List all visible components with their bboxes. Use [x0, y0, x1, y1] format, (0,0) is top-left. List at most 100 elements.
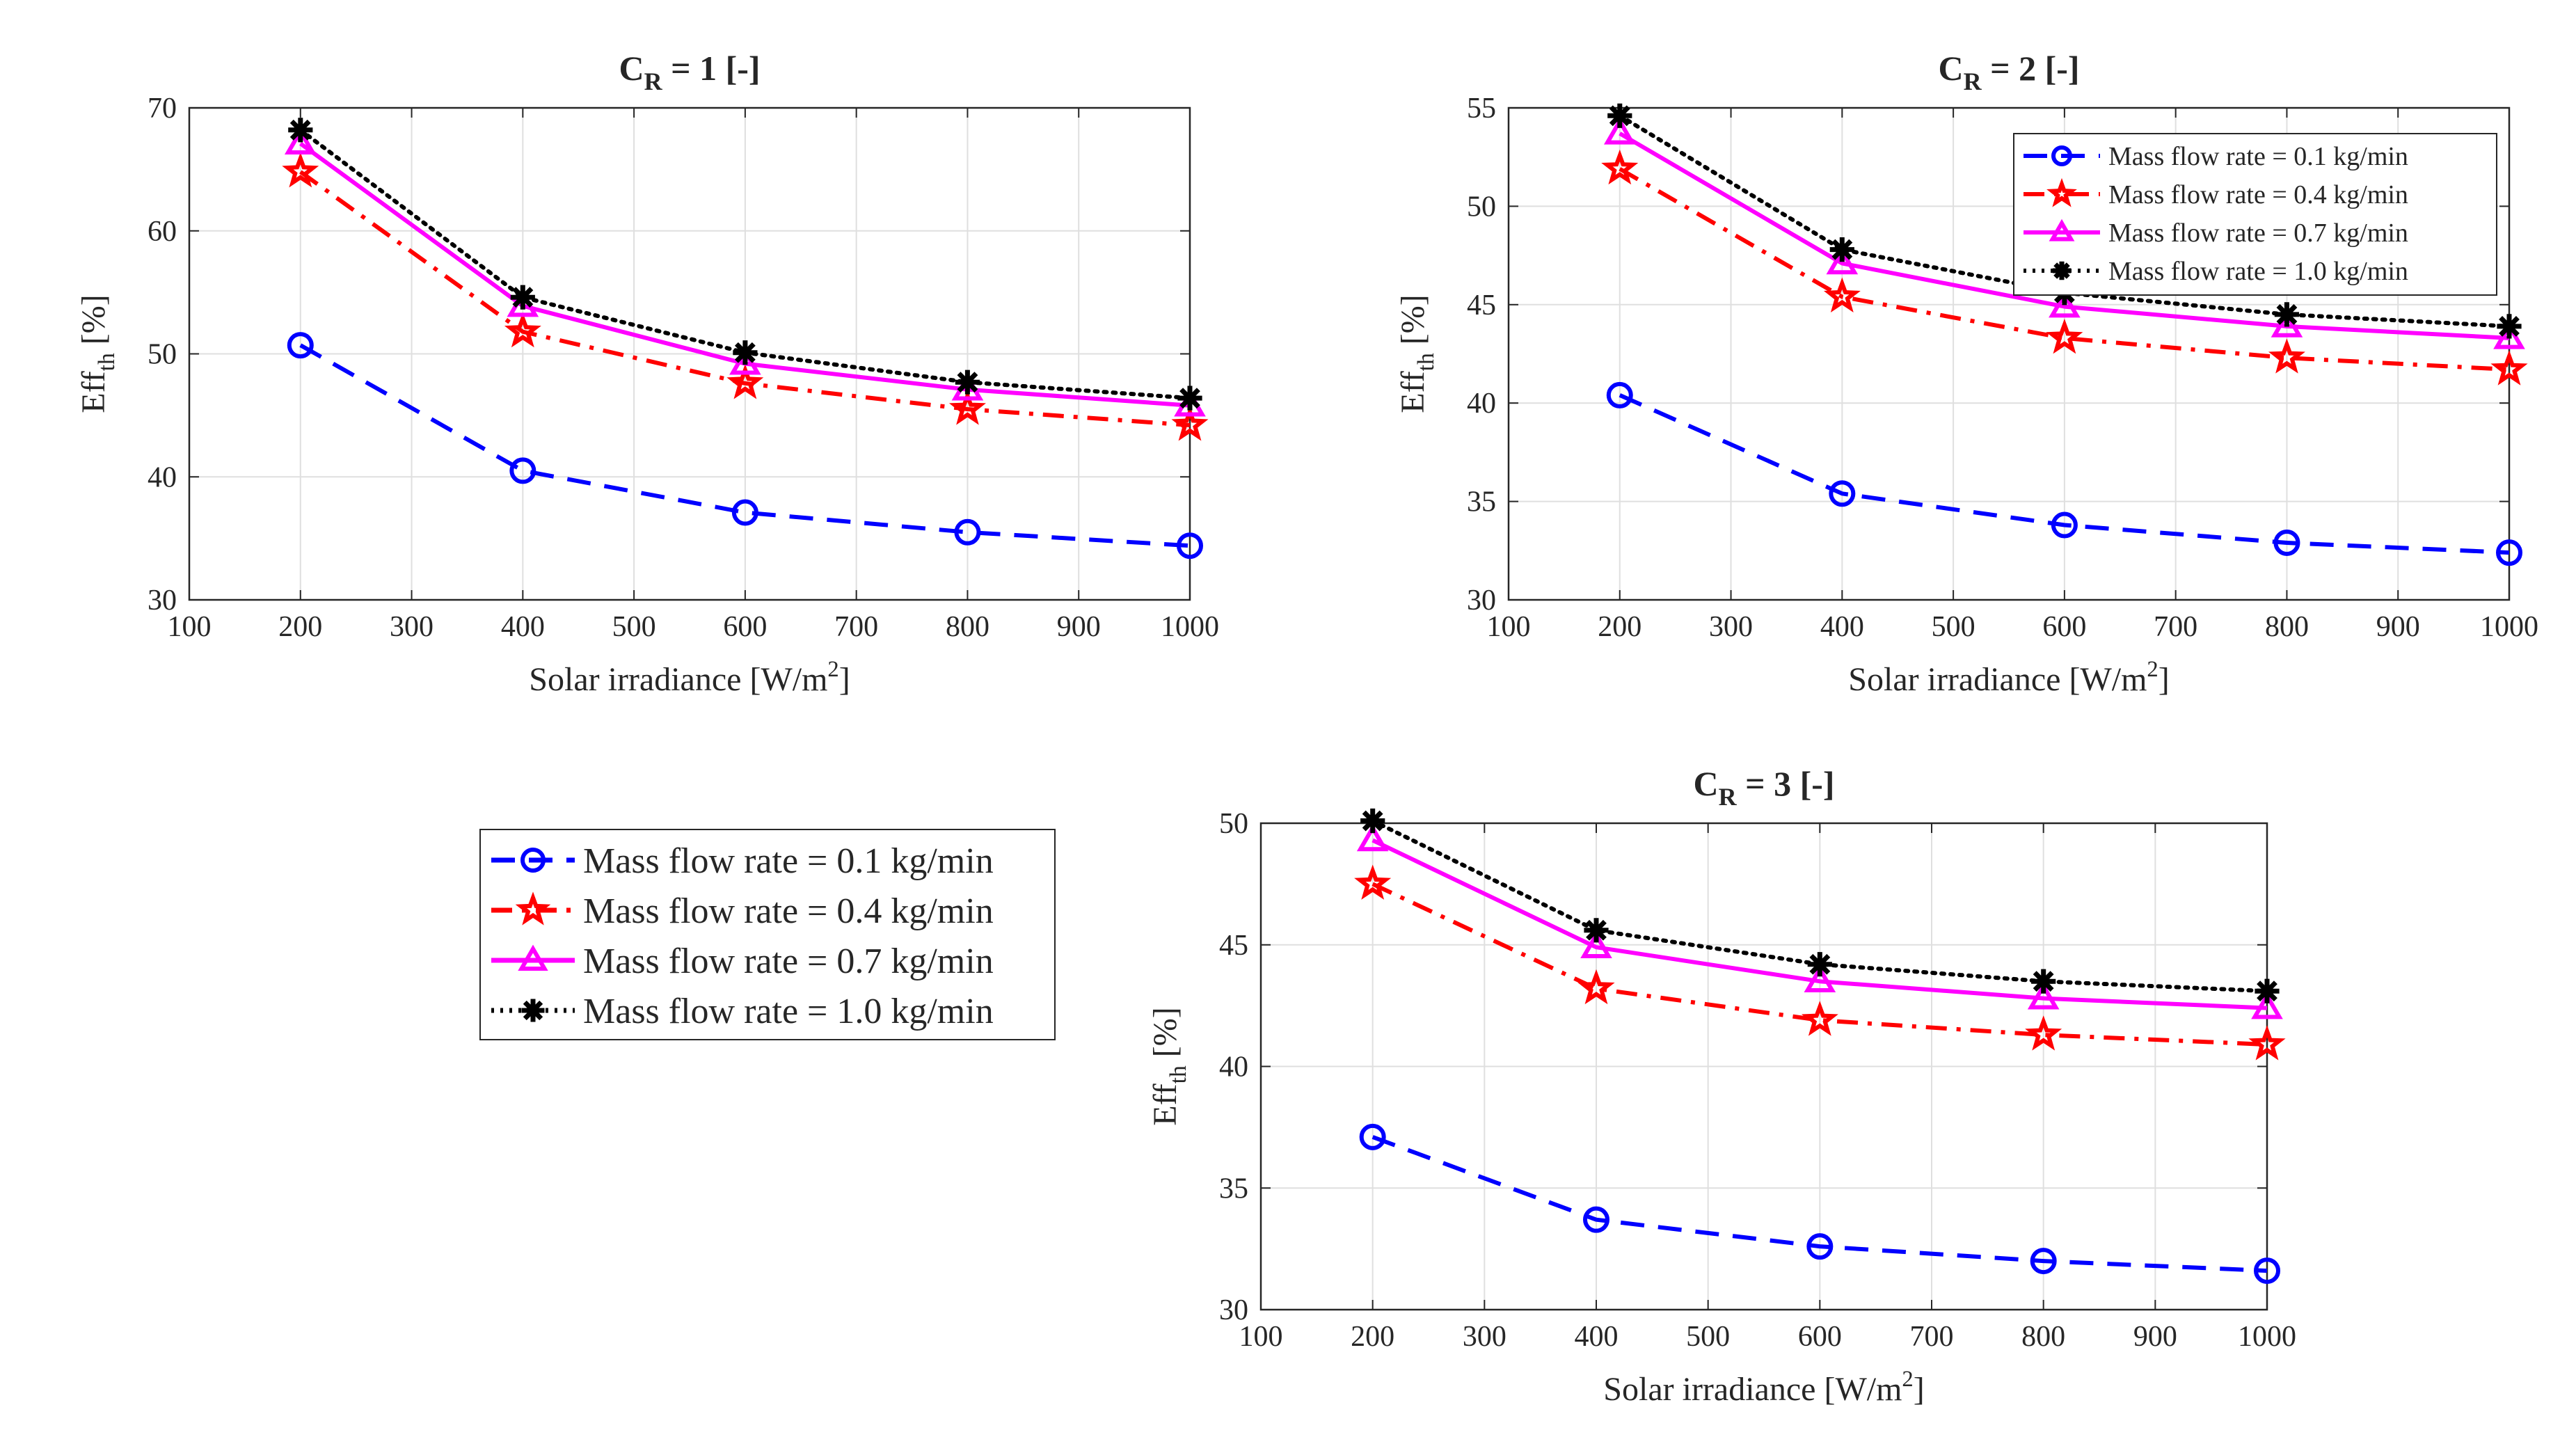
data-point: [2493, 321, 2525, 349]
x-tick-label: 500: [1686, 1321, 1730, 1353]
data-point: [509, 457, 536, 484]
data-point: [1601, 149, 1639, 185]
data-point: [1807, 952, 1832, 977]
y-tick-label: 30: [148, 585, 177, 617]
series-line: [1617, 113, 2511, 328]
data-point: [1359, 1123, 1386, 1150]
legend-label: Mass flow rate = 0.7 kg/min: [2108, 219, 2408, 248]
data-point: [1360, 808, 1385, 834]
data-point: [1829, 480, 1856, 507]
data-point: [2254, 1257, 2280, 1285]
series-line: [1372, 882, 2268, 1047]
shared-legend-label: Mass flow rate = 0.7 kg/min: [583, 942, 994, 981]
x-tick-label: 100: [1487, 611, 1531, 643]
data-point: [733, 340, 758, 365]
chart-title-part: R: [1719, 783, 1738, 811]
legend-marker: [2051, 145, 2072, 166]
data-point: [2268, 338, 2305, 374]
axes-box: [1259, 822, 2268, 1311]
y-axis-label-part: th: [1166, 1065, 1191, 1083]
data-point: [1804, 964, 1836, 992]
y-tick-label: 35: [1467, 486, 1496, 518]
y-axis-label-part: [%]: [1147, 1007, 1184, 1065]
x-tick-label: 200: [278, 611, 322, 643]
y-axis-label-part: Eff: [75, 371, 112, 413]
x-axis-label-part: Solar irradiance [W/m: [1603, 1371, 1902, 1408]
y-tick-label: 70: [148, 93, 177, 125]
shared-legend-marker: [518, 944, 548, 971]
chart-title: CR = 3 [-]: [1693, 764, 1834, 811]
series-line: [299, 343, 1191, 548]
y-tick-label: 50: [1467, 191, 1496, 223]
data-point: [2031, 969, 2056, 994]
data-point: [504, 312, 541, 348]
chart-title-part: C: [1693, 764, 1718, 803]
chart-title-part: = 1 [-]: [662, 49, 761, 88]
data-point: [954, 518, 981, 546]
chart-3: 100 200 300 400 500 600 700 800 900 1000 30 35 40 45 5…: [1147, 764, 2296, 1408]
data-point: [2274, 302, 2299, 327]
data-point: [1177, 532, 1203, 559]
x-tick-label: 600: [1798, 1321, 1842, 1353]
y-axis-label-part: [%]: [75, 294, 112, 353]
y-tick-label: 50: [1219, 808, 1248, 840]
data-point: [1823, 277, 1861, 312]
legend-label: Mass flow rate = 0.4 kg/min: [2108, 180, 2408, 209]
x-tick-label: 400: [1820, 611, 1864, 643]
data-point: [2490, 350, 2528, 386]
x-tick-label: 800: [946, 611, 989, 643]
chart-2: 100 200 300 400 500 600 700 800 900 1000 30 35 40 45 5…: [1394, 49, 2538, 698]
x-axis-label-part: 2: [827, 657, 838, 682]
y-tick-label: 45: [1467, 289, 1496, 321]
legend-label: Mass flow rate = 0.1 kg/min: [2108, 142, 2408, 171]
data-point: [2271, 310, 2303, 338]
x-tick-label: 300: [1463, 1321, 1506, 1353]
data-point: [1177, 386, 1202, 411]
x-tick-label: 400: [501, 611, 545, 643]
y-tick-label: 40: [148, 461, 177, 493]
y-axis-label-part: [%]: [1394, 294, 1431, 353]
data-point: [510, 285, 535, 310]
data-point: [948, 390, 986, 425]
chart-title-part: = 3 [-]: [1737, 764, 1835, 803]
x-axis-label: Solar irradiance [W/m2]: [529, 657, 850, 698]
x-tick-label: 200: [1598, 611, 1641, 643]
data-point: [1801, 1001, 1838, 1036]
y-tick-label: 60: [148, 216, 177, 248]
x-tick-label: 200: [1351, 1321, 1394, 1353]
y-tick-label: 40: [1219, 1051, 1248, 1083]
y-axis-label-part: th: [94, 353, 120, 371]
x-axis-label-part: Solar irradiance [W/m: [1848, 661, 2147, 698]
y-tick-label: 30: [1467, 585, 1496, 617]
chart-title-part: R: [644, 68, 663, 95]
shared-legend: Mass flow rate = 0.1 kg/min Mass flow rat…: [479, 829, 1056, 1040]
x-tick-label: 300: [1709, 611, 1753, 643]
shared-legend-label: Mass flow rate = 0.4 kg/min: [583, 891, 994, 931]
y-axis-label-part: Eff: [1147, 1083, 1184, 1125]
x-axis-label-part: Solar irradiance [W/m: [529, 661, 827, 698]
data-point: [2027, 982, 2060, 1010]
x-tick-label: 100: [168, 611, 212, 643]
legend-box: [2013, 133, 2497, 296]
shared-legend-label: Mass flow rate = 0.1 kg/min: [583, 841, 994, 881]
x-tick-label: 700: [834, 611, 878, 643]
x-axis-label: Solar irradiance [W/m2]: [1848, 657, 2169, 698]
series-line: [1619, 393, 2510, 555]
data-point: [955, 370, 980, 395]
data-point: [2049, 290, 2081, 318]
y-axis-label: Effth [%]: [75, 294, 120, 413]
data-point: [1354, 864, 1392, 900]
data-point: [2251, 992, 2283, 1019]
x-tick-label: 400: [1575, 1321, 1619, 1353]
shared-legend-box: [479, 829, 1056, 1040]
series-line: [1372, 838, 2268, 1010]
data-point: [1584, 918, 1609, 943]
chart-title-part: C: [619, 49, 644, 88]
data-point: [1577, 969, 1615, 1005]
data-point: [1607, 103, 1632, 128]
data-point: [2046, 319, 2083, 354]
x-tick-label: 900: [2133, 1321, 2177, 1353]
data-point: [731, 499, 758, 526]
x-axis-label-part: ]: [839, 661, 850, 698]
x-tick-label: 500: [1932, 611, 1975, 643]
